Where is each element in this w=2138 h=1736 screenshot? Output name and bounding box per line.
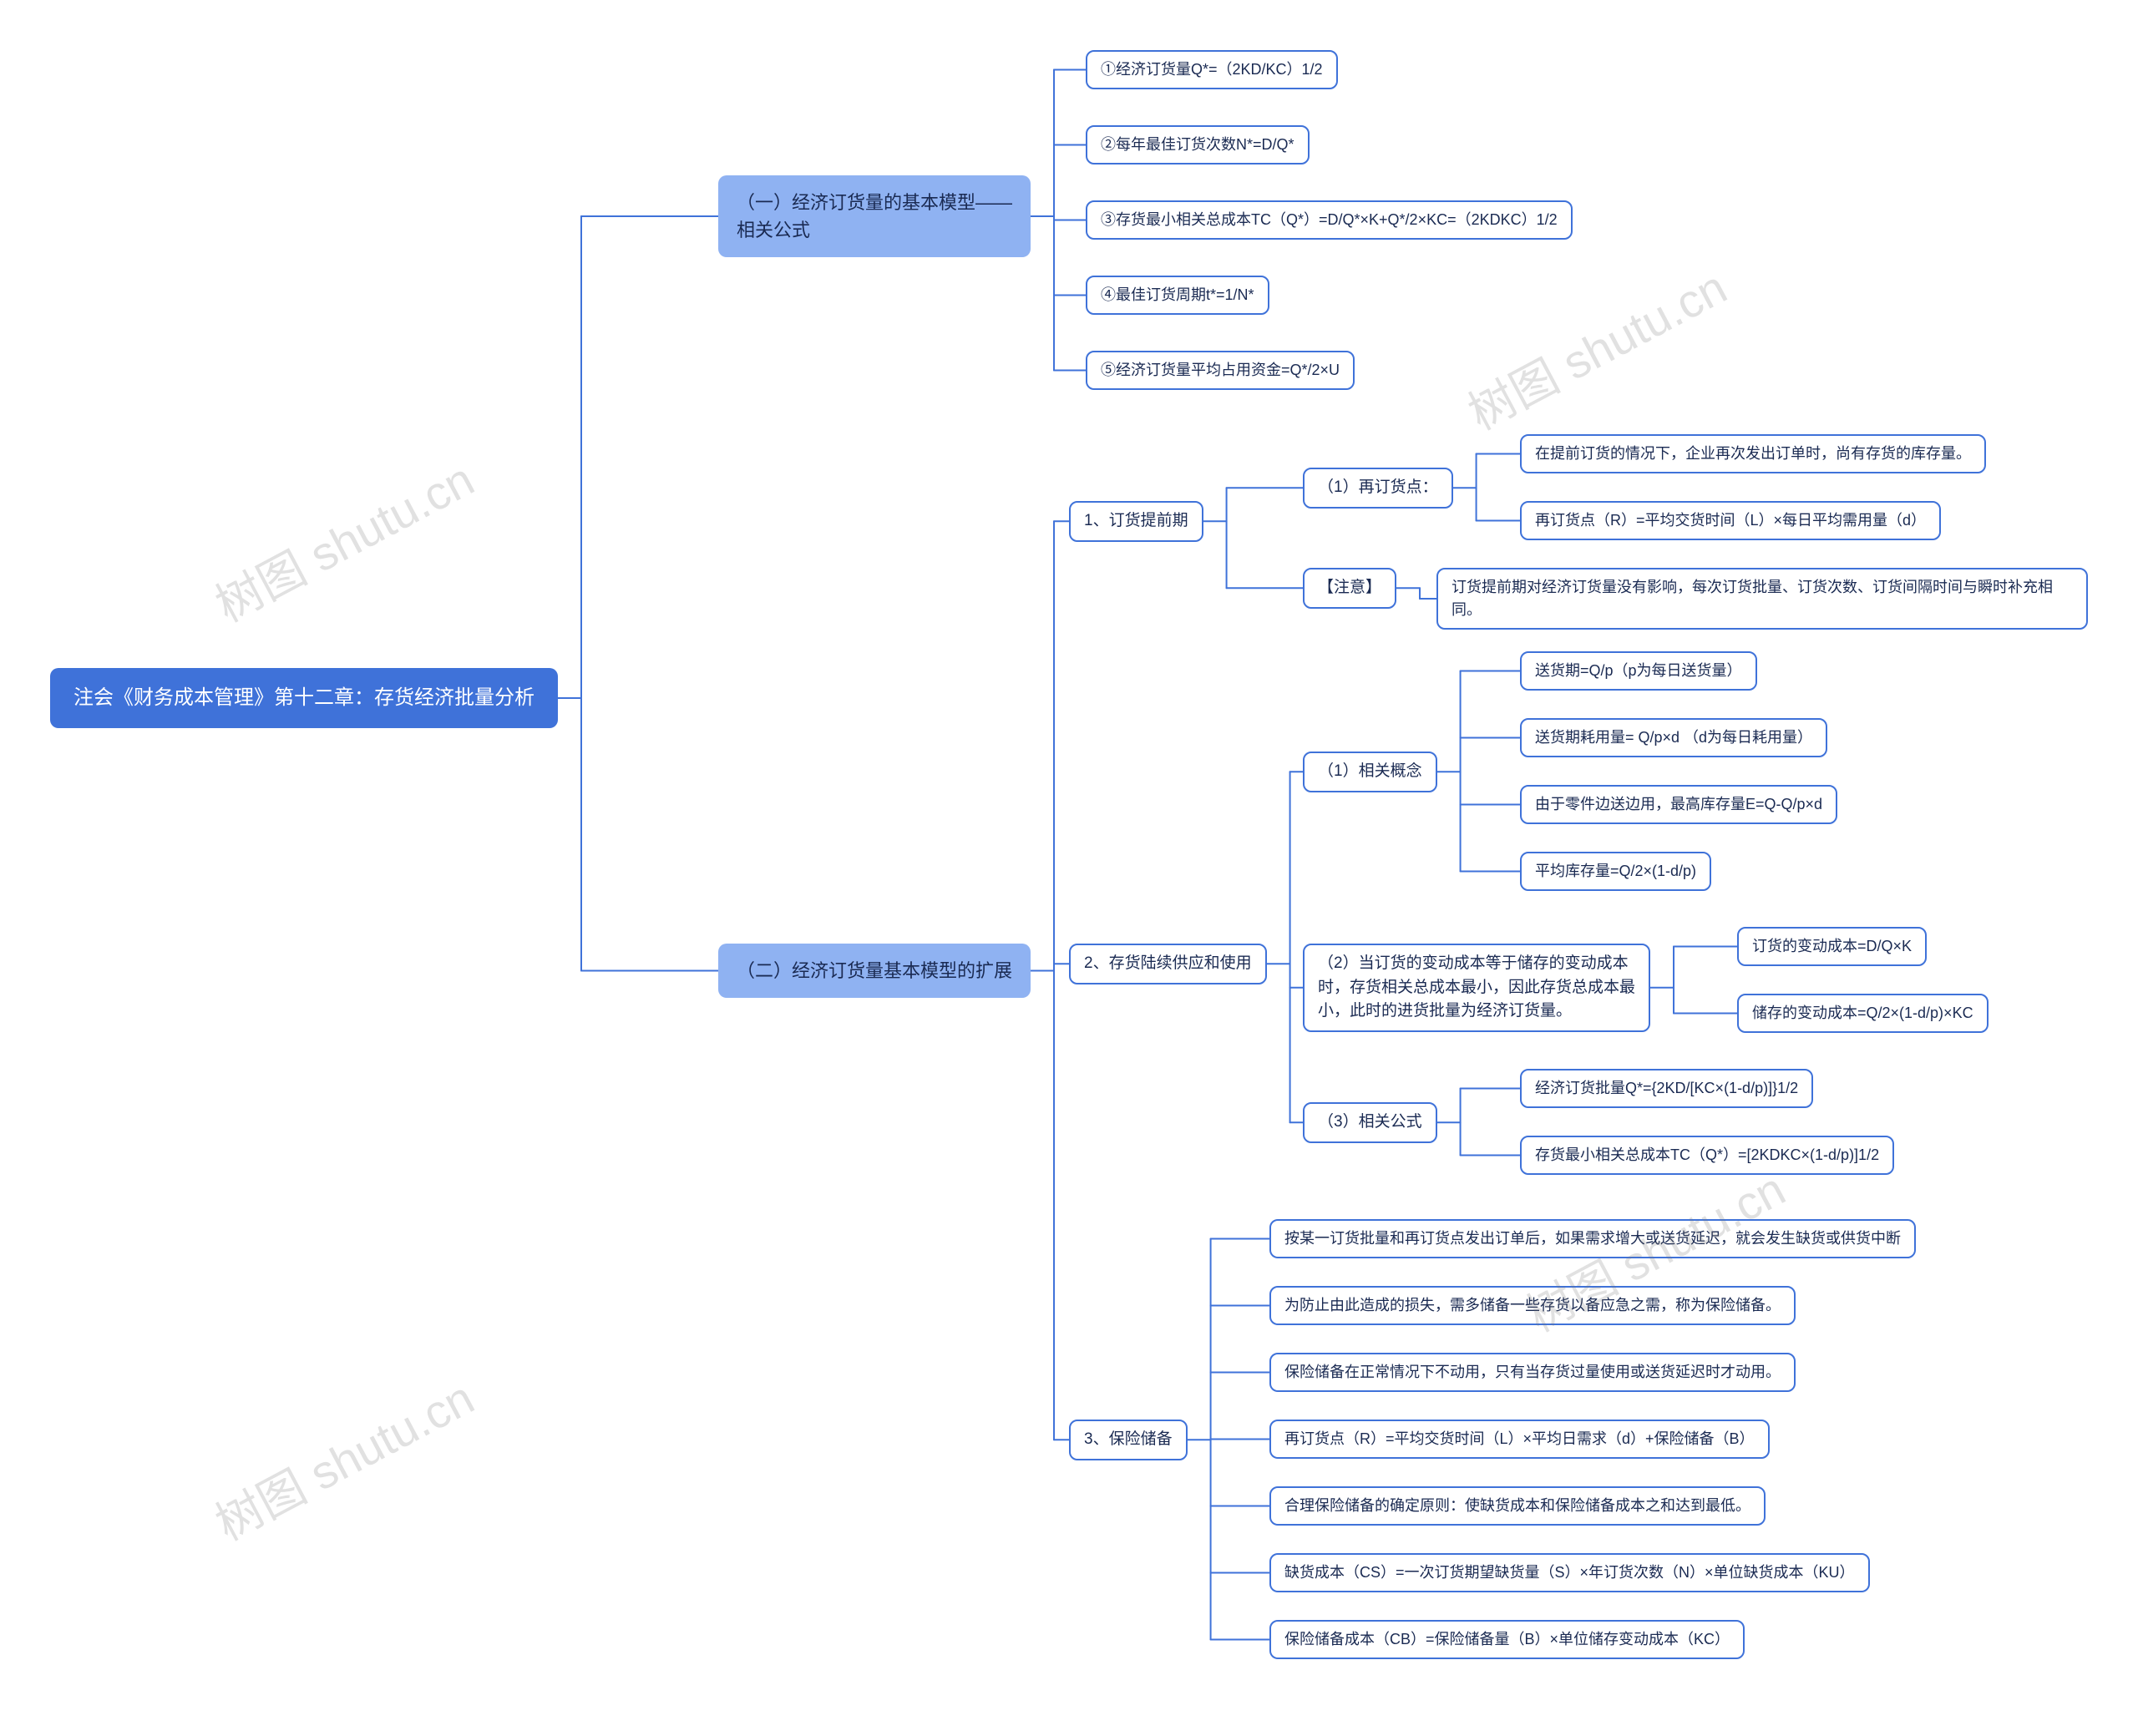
- watermark: 树图 shutu.cn: [202, 443, 484, 635]
- mindmap-node-t1_1: ①经济订货量Q*=（2KD/KC）1/2: [1086, 50, 1338, 89]
- mindmap-node-root: 注会《财务成本管理》第十二章：存货经济批量分析: [50, 668, 558, 728]
- mindmap-node-t2_3a: 按某一订货批量和再订货点发出订单后，如果需求增大或送货延迟，就会发生缺货或供货中…: [1269, 1219, 1916, 1258]
- mindmap-node-t2_3e: 合理保险储备的确定原则：使缺货成本和保险储备成本之和达到最低。: [1269, 1486, 1766, 1526]
- connectors-canvas: [0, 0, 2138, 1736]
- mindmap-node-t2_1a: （1）再订货点：: [1303, 468, 1453, 509]
- mindmap-node-t2_1: 1、订货提前期: [1069, 501, 1203, 542]
- mindmap-node-t2: （二）经济订货量基本模型的扩展: [718, 944, 1031, 998]
- mindmap-node-t2_2c2: 存货最小相关总成本TC（Q*）=[2KDKC×(1-d/p)]1/2: [1520, 1136, 1894, 1175]
- mindmap-node-t2_2c: （3）相关公式: [1303, 1102, 1437, 1143]
- mindmap-node-t2_1a1: 在提前订货的情况下，企业再次发出订单时，尚有存货的库存量。: [1520, 434, 1986, 473]
- mindmap-node-t2_2b: （2）当订货的变动成本等于储存的变动成本 时，存货相关总成本最小，因此存货总成本…: [1303, 944, 1650, 1032]
- mindmap-node-t2_3c: 保险储备在正常情况下不动用，只有当存货过量使用或送货延迟时才动用。: [1269, 1353, 1796, 1392]
- mindmap-node-t2_2a1: 送货期=Q/p（p为每日送货量）: [1520, 651, 1757, 691]
- mindmap-node-t2_2a3: 由于零件边送边用，最高库存量E=Q-Q/p×d: [1520, 785, 1837, 824]
- mindmap-node-t1_4: ④最佳订货周期t*=1/N*: [1086, 276, 1269, 315]
- mindmap-node-t1: （一）经济订货量的基本模型—— 相关公式: [718, 175, 1031, 257]
- mindmap-node-t2_2: 2、存货陆续供应和使用: [1069, 944, 1267, 984]
- mindmap-node-t2_3f: 缺货成本（CS）=一次订货期望缺货量（S）×年订货次数（N）×单位缺货成本（KU…: [1269, 1553, 1870, 1592]
- mindmap-node-t2_2b2: 储存的变动成本=Q/2×(1-d/p)×KC: [1737, 994, 1989, 1033]
- mindmap-node-t2_2a4: 平均库存量=Q/2×(1-d/p): [1520, 852, 1711, 891]
- mindmap-node-t2_1b1: 订货提前期对经济订货量没有影响，每次订货批量、订货次数、订货间隔时间与瞬时补充相…: [1436, 568, 2088, 630]
- mindmap-node-t1_3: ③存货最小相关总成本TC（Q*）=D/Q*×K+Q*/2×KC=（2KDKC）1…: [1086, 200, 1573, 240]
- mindmap-node-t2_2b1: 订货的变动成本=D/Q×K: [1737, 927, 1927, 966]
- mindmap-node-t2_2a: （1）相关概念: [1303, 752, 1437, 792]
- watermark: 树图 shutu.cn: [1455, 251, 1737, 443]
- mindmap-node-t2_2a2: 送货期耗用量= Q/p×d （d为每日耗用量）: [1520, 718, 1827, 757]
- mindmap-node-t1_2: ②每年最佳订货次数N*=D/Q*: [1086, 125, 1310, 164]
- mindmap-node-t2_2c1: 经济订货批量Q*={2KD/[KC×(1-d/p)]}1/2: [1520, 1069, 1813, 1108]
- mindmap-node-t2_3d: 再订货点（R）=平均交货时间（L）×平均日需求（d）+保险储备（B）: [1269, 1420, 1770, 1459]
- mindmap-node-t1_5: ⑤经济订货量平均占用资金=Q*/2×U: [1086, 351, 1355, 390]
- mindmap-node-t2_1a2: 再订货点（R）=平均交货时间（L）×每日平均需用量（d）: [1520, 501, 1941, 540]
- watermark: 树图 shutu.cn: [202, 1361, 484, 1554]
- mindmap-node-t2_3b: 为防止由此造成的损失，需多储备一些存货以备应急之需，称为保险储备。: [1269, 1286, 1796, 1325]
- mindmap-node-t2_3: 3、保险储备: [1069, 1420, 1188, 1460]
- mindmap-node-t2_1b: 【注意】: [1303, 568, 1396, 609]
- mindmap-node-t2_3g: 保险储备成本（CB）=保险储备量（B）×单位储存变动成本（KC）: [1269, 1620, 1745, 1659]
